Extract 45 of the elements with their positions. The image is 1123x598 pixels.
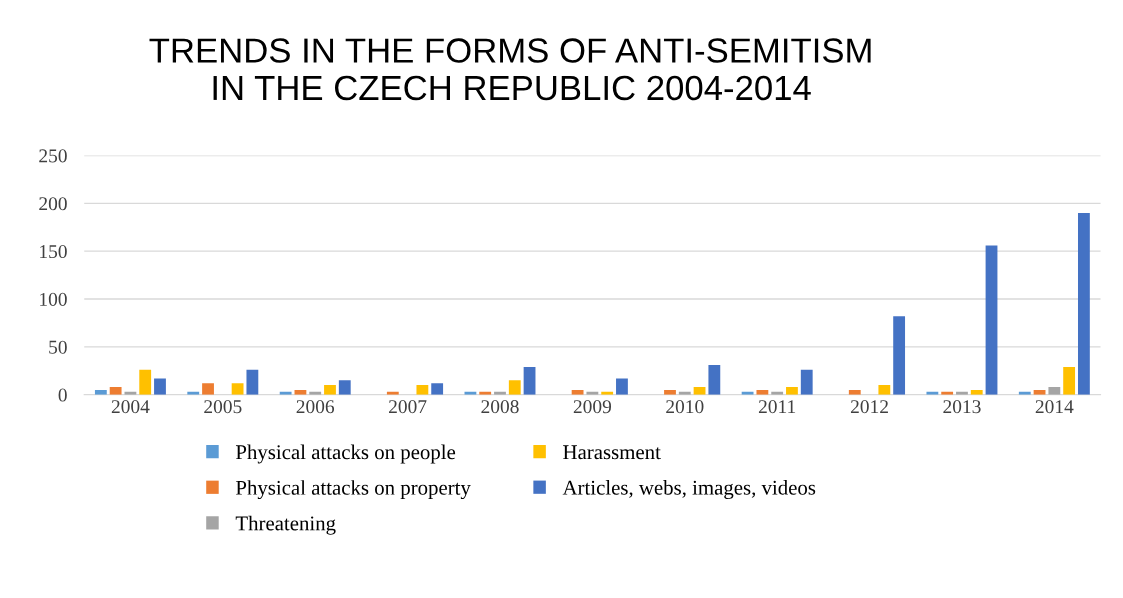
bar: [708, 365, 721, 395]
bar: [1063, 366, 1076, 395]
legend-label: Harassment: [563, 445, 661, 460]
y-tick-label: 0: [58, 388, 67, 402]
bar: [878, 385, 891, 395]
x-tick-label: 2007: [389, 400, 427, 414]
chart-title: TRENDS IN THE FORMS OF ANTI-SEMITISM IN THE CZECH REPUBLIC 2004-2014: [149, 38, 871, 101]
bar: [338, 380, 351, 395]
x-tick-label: 2006: [296, 400, 335, 414]
bar: [893, 316, 906, 395]
bar: [508, 380, 521, 395]
bar: [431, 383, 444, 395]
x-tick-label: 2008: [481, 400, 519, 414]
y-tick-label: 200: [39, 197, 67, 211]
legend-label: Physical attacks on property: [235, 480, 471, 500]
bar: [154, 378, 166, 395]
bar: [1078, 212, 1090, 395]
legend-label: Threatening: [235, 515, 336, 535]
bar: [109, 387, 122, 395]
bar: [139, 369, 152, 395]
x-tick-label: 2009: [573, 400, 612, 414]
y-tick-label: 100: [40, 292, 67, 306]
x-tick-label: 2011: [758, 400, 796, 414]
bar: [1048, 387, 1061, 395]
bar: [324, 385, 336, 395]
legend-label: Articles, webs, images, videos: [562, 480, 816, 500]
y-tick-label: 150: [40, 244, 67, 259]
bar: [416, 385, 429, 395]
y-tick-label: 50: [49, 340, 67, 354]
legend-label: Physical attacks on people: [235, 444, 456, 464]
bar: [985, 245, 998, 395]
y-tick-label: 250: [39, 149, 67, 163]
bar: [786, 387, 798, 395]
bar: [202, 383, 214, 395]
bar: [800, 369, 813, 395]
x-tick-label: 2014: [1035, 400, 1074, 414]
bar: [231, 383, 244, 395]
x-tick-label: 2010: [666, 400, 704, 414]
bar: [616, 378, 628, 395]
bar: [246, 369, 259, 395]
x-tick-label: 2012: [850, 400, 888, 414]
x-tick-label: 2004: [111, 400, 150, 414]
x-tick-label: 2013: [943, 400, 981, 414]
bar: [523, 366, 536, 395]
x-tick-label: 2005: [204, 400, 242, 414]
